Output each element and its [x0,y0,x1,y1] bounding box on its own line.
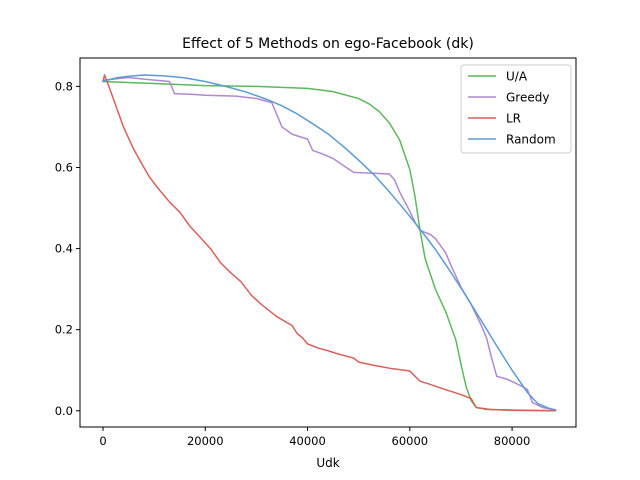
series-line-0 [102,80,557,412]
legend-label-0: U/A [506,70,528,84]
x-axis-label: Udk [316,456,339,470]
series-line-3 [102,74,557,411]
legend-label-1: Greedy [506,91,549,105]
y-tick-label: 0.8 [55,79,73,93]
x-tick-label: 20000 [187,434,224,448]
x-tick-label: 40000 [289,434,326,448]
series-layer [102,74,557,412]
y-tick-label: 0.6 [55,160,73,174]
y-tick-label: 0.0 [55,404,73,418]
series-line-2 [102,74,557,412]
y-tick-label: 0.4 [55,242,73,256]
x-tick-label: 0 [99,434,106,448]
y-tick-label: 0.2 [55,323,73,337]
legend-label-3: Random [506,133,556,147]
legend-label-2: LR [506,112,521,126]
x-axis: 0 20000 40000 60000 80000 [99,427,530,448]
legend: U/A Greedy LR Random [460,64,572,154]
x-tick-label: 60000 [392,434,429,448]
x-tick-label: 80000 [494,434,531,448]
y-axis: 0.0 0.2 0.4 0.6 0.8 [55,79,80,418]
legend-box [460,64,572,154]
series-line-1 [102,76,557,411]
chart-title: Effect of 5 Methods on ego-Facebook (dk) [182,36,474,52]
plot-frame [79,57,577,428]
